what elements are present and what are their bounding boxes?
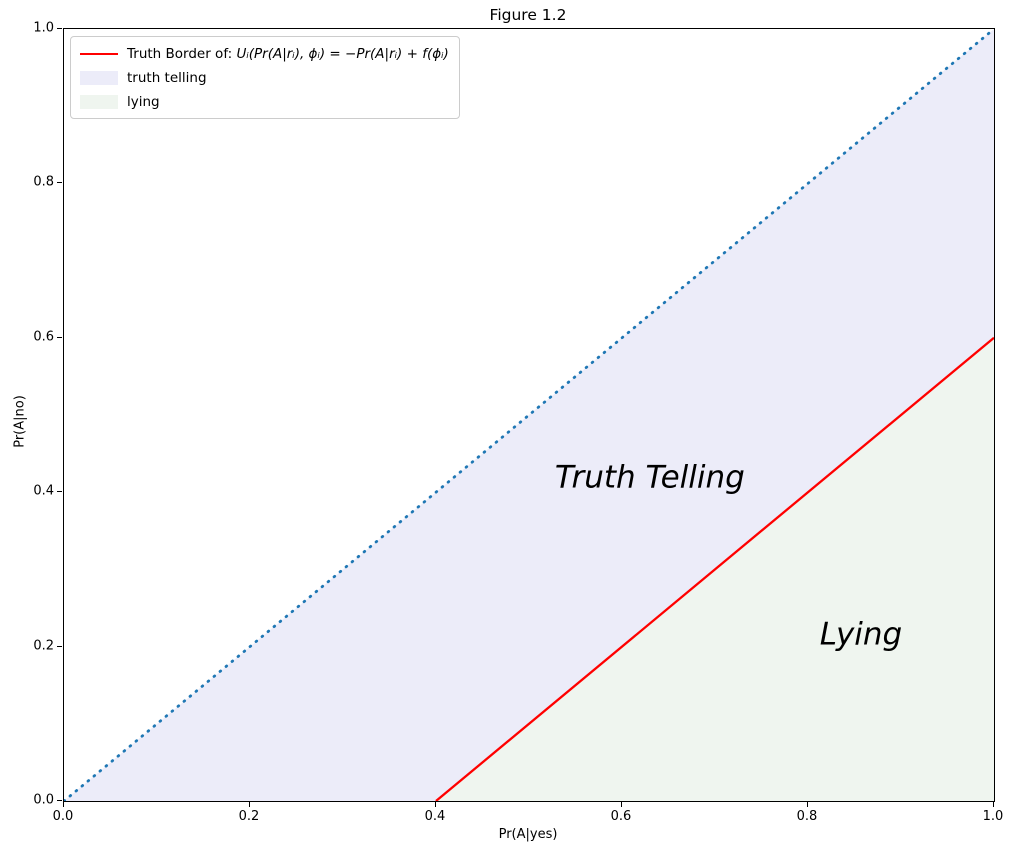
lavender-patch-swatch-icon (80, 70, 118, 85)
plot-canvas (64, 29, 994, 801)
x-tick-mark (621, 802, 622, 807)
legend-patch-swatch-lying (80, 94, 118, 109)
x-tick-label: 0.0 (52, 809, 74, 824)
legend-item-lying: lying (80, 92, 449, 111)
y-tick-mark (57, 182, 62, 184)
legend-label-prefix: Truth Border of: (127, 45, 237, 62)
legend-item-truth-telling: truth telling (80, 68, 449, 87)
y-tick-label: 0.6 (33, 329, 54, 345)
x-axis-label: Pr(A|yes) (498, 827, 558, 842)
y-tick-label: 0.0 (33, 792, 54, 808)
y-axis-label: Pr(A|no) (12, 395, 28, 448)
legend-label-formula: Uᵢ(Pr(A|rᵢ), ϕᵢ) = −Pr(A|rᵢ) + f(ϕᵢ) (236, 45, 449, 62)
y-tick-mark (57, 491, 62, 493)
x-tick-mark (807, 802, 808, 807)
x-tick-mark (63, 802, 64, 807)
y-tick-mark (57, 28, 62, 29)
y-tick-mark (57, 800, 62, 801)
legend-line-swatch (80, 52, 118, 55)
x-tick-mark (435, 802, 436, 807)
plot-area: Truth Telling Lying (63, 28, 995, 802)
x-tick-label: 0.6 (610, 809, 632, 824)
green-patch-swatch-icon (80, 94, 118, 109)
y-tick-mark (57, 645, 62, 647)
legend: Truth Border of: Uᵢ(Pr(A|rᵢ), ϕᵢ) = −Pr(… (70, 36, 460, 119)
x-tick-mark (249, 802, 250, 807)
y-tick-label: 0.2 (33, 638, 54, 654)
x-tick-mark (993, 802, 994, 807)
chart-title: Figure 1.2 (489, 6, 567, 24)
series-diagonal-dotted-line (64, 29, 994, 801)
legend-label-lying: lying (127, 93, 160, 110)
x-tick-label: 1.0 (982, 809, 1004, 824)
y-tick-label: 1.0 (33, 20, 54, 36)
x-tick-label: 0.4 (424, 809, 446, 824)
x-tick-label: 0.8 (796, 809, 818, 824)
x-tick-label: 0.2 (238, 809, 260, 824)
annotation-truth-telling: Truth Telling (554, 459, 745, 496)
legend-item-truth-border: Truth Border of: Uᵢ(Pr(A|rᵢ), ϕᵢ) = −Pr(… (80, 44, 449, 63)
y-tick-label: 0.8 (33, 174, 54, 190)
legend-label-truth-telling: truth telling (127, 69, 207, 86)
y-tick-label: 0.4 (33, 483, 54, 499)
series-truth-border-line (435, 336, 994, 801)
legend-label-truth-border: Truth Border of: Uᵢ(Pr(A|rᵢ), ϕᵢ) = −Pr(… (127, 46, 449, 62)
red-line-swatch-icon (80, 52, 118, 55)
legend-patch-swatch-truth-telling (80, 70, 118, 85)
y-tick-mark (57, 336, 62, 338)
annotation-lying: Lying (819, 616, 903, 653)
